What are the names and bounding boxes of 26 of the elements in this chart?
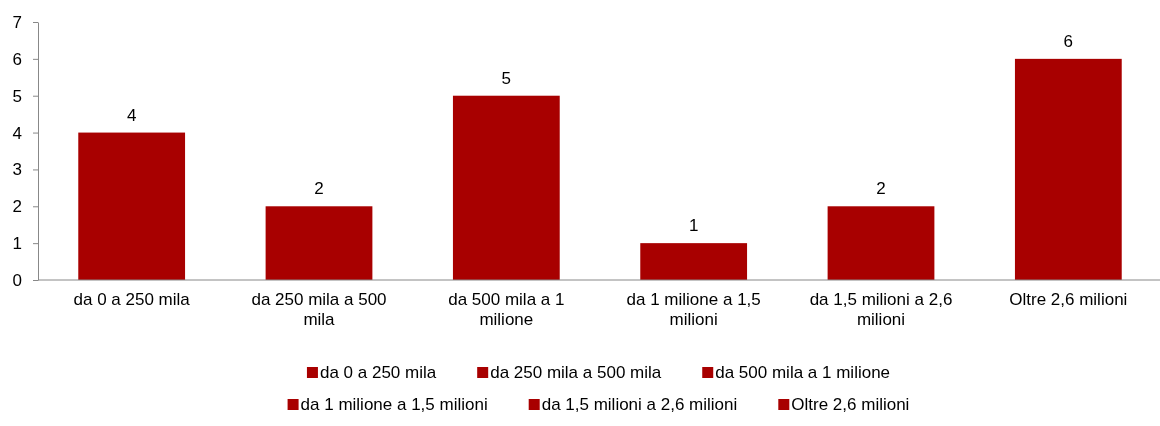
y-tick-label: 7	[12, 12, 22, 32]
data-label: 2	[876, 179, 886, 199]
data-label: 6	[1063, 31, 1074, 51]
y-tick-label: 0	[12, 270, 22, 290]
y-tick-label: 5	[12, 86, 22, 106]
legend-label: da 1 milione a 1,5 milioni	[300, 395, 488, 414]
y-tick-label: 3	[12, 160, 22, 180]
legend-label: da 0 a 250 mila	[319, 363, 437, 382]
legend-label: da 1,5 milioni a 2,6 milioni	[541, 395, 738, 414]
y-tick-label: 2	[12, 197, 22, 217]
y-tick-label: 4	[12, 123, 22, 143]
x-tick-label: da 1,5 milioni a 2,6 milioni	[809, 290, 953, 329]
y-tick-label: 6	[12, 49, 22, 69]
x-tick-label: da 1 milione a 1,5 milioni	[626, 290, 761, 329]
legend-label: da 500 mila a 1 milione	[715, 363, 891, 382]
data-label: 5	[501, 68, 512, 88]
x-tick-label: da 500 mila a 1 milione	[448, 290, 565, 329]
legend-label: da 250 mila a 500 mila	[490, 363, 662, 382]
data-label: 2	[314, 179, 324, 199]
data-label: 1	[688, 216, 699, 236]
x-tick-label: Oltre 2,6 milioni	[1009, 290, 1128, 309]
data-label: 4	[126, 105, 137, 125]
y-tick-label: 1	[12, 234, 22, 254]
legend-label: Oltre 2,6 milioni	[791, 395, 910, 414]
x-tick-label: da 0 a 250 mila	[73, 290, 191, 309]
x-tick-label: da 250 mila a 500 mila	[251, 290, 387, 329]
